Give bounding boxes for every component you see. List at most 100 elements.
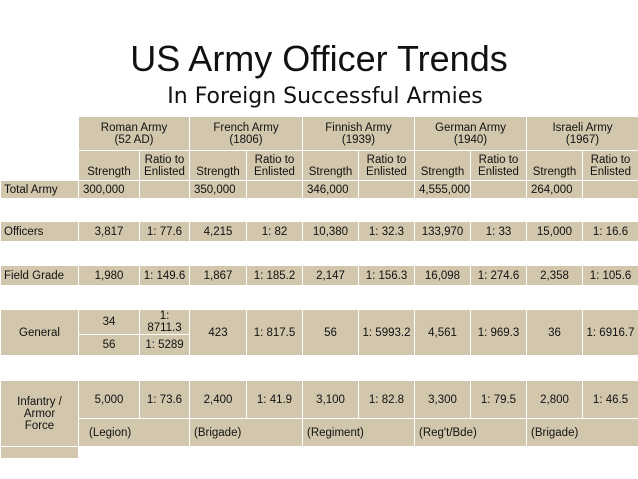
- cell: 1: 46.5: [581, 380, 638, 419]
- col-strength: Strength: [78, 150, 140, 181]
- cell-unit: (Legion): [78, 418, 190, 447]
- row-label: Infantry / Armor Force: [0, 380, 79, 447]
- col-strength: Strength: [414, 150, 471, 181]
- col-strength: Strength: [526, 150, 583, 181]
- cell: 56: [302, 309, 359, 356]
- cell: 1: 79.5: [470, 380, 527, 419]
- cell: 1: 82: [246, 221, 303, 242]
- cell: 1: 32.3: [358, 221, 415, 242]
- spacer: [0, 198, 638, 222]
- spacer: [0, 355, 638, 381]
- header-roman-army: Roman Army (52 AD): [78, 116, 190, 151]
- cell: 1: 274.6: [470, 265, 527, 286]
- cell: [581, 180, 638, 199]
- cell: 15,000: [526, 221, 583, 242]
- cell: 2,358: [526, 265, 583, 286]
- header-corner: [0, 116, 79, 151]
- army-name: Finnish Army: [325, 121, 392, 134]
- army-name: Israeli Army: [552, 121, 613, 134]
- army-header-row: Roman Army (52 AD) French Army (1806) Fi…: [0, 116, 638, 151]
- col-strength: Strength: [189, 150, 247, 181]
- officer-trends-table: Roman Army (52 AD) French Army (1806) Fi…: [0, 116, 638, 459]
- cell: 56: [78, 334, 140, 356]
- cell: 2,147: [302, 265, 359, 286]
- col-strength: Strength: [302, 150, 359, 181]
- cell: [470, 180, 527, 199]
- table-row-infantry: Infantry / Armor Force 5,000 1: 73.6 2,4…: [0, 380, 638, 447]
- spacer-row: [0, 285, 638, 310]
- spacer-row: [0, 355, 638, 381]
- cell: 350,000: [189, 180, 247, 199]
- cell: 16,098: [414, 265, 471, 286]
- cell: 1: 185.2: [246, 265, 303, 286]
- cell: [358, 180, 415, 199]
- page-subtitle: In Foreign Successful Armies: [167, 84, 483, 109]
- spacer: [0, 241, 638, 266]
- col-ratio: Ratio to Enlisted: [139, 150, 190, 181]
- army-period: (1939): [341, 133, 376, 146]
- cell: 34: [78, 309, 140, 335]
- header-finnish-army: Finnish Army (1939): [302, 116, 415, 151]
- spacer: [0, 285, 638, 310]
- cell: 5,000: [78, 380, 140, 419]
- table-row-total-army: Total Army 300,000 350,000 346,000 4,555…: [0, 180, 638, 199]
- cell: 1: 33: [470, 221, 527, 242]
- cell: 1,867: [189, 265, 247, 286]
- row-label: General: [0, 309, 79, 356]
- bottom-label-fill: [0, 446, 79, 459]
- cell: 4,215: [189, 221, 247, 242]
- cell: 300,000: [78, 180, 140, 199]
- cell: 1: 8711.3: [139, 309, 190, 335]
- cell: 1: 5993.2: [358, 309, 415, 356]
- cell: 1: 6916.7: [581, 309, 638, 356]
- table-row-field-grade: Field Grade 1,980 1: 149.6 1,867 1: 185.…: [0, 265, 638, 286]
- header-israeli-army: Israeli Army (1967): [525, 116, 638, 151]
- cell: [246, 180, 303, 199]
- spacer-row: [0, 241, 638, 266]
- cell: 1,980: [78, 265, 140, 286]
- cell-unit: (Brigade): [189, 418, 303, 447]
- col-ratio: Ratio to Enlisted: [358, 150, 415, 181]
- army-period: (1806): [229, 133, 263, 146]
- cell: 2,400: [189, 380, 247, 419]
- header-french-army: French Army (1806): [189, 116, 303, 151]
- table-row-officers: Officers 3,817 1: 77.6 4,215 1: 82 10,38…: [0, 221, 638, 242]
- cell: 10,380: [302, 221, 359, 242]
- cell: 1: 156.3: [358, 265, 415, 286]
- cell: 3,100: [302, 380, 359, 419]
- table-row-infantry-units: (Legion) (Brigade) (Regiment) (Reg't/Bde…: [1, 418, 638, 447]
- cell: 346,000: [302, 180, 359, 199]
- spacer-row: [0, 198, 638, 222]
- cell: 1: 73.6: [139, 380, 190, 419]
- cell: 1: 105.6: [581, 265, 638, 286]
- col-ratio: Ratio to Enlisted: [581, 150, 638, 181]
- cell: 1: 77.6: [139, 221, 190, 242]
- bottom-row: [0, 446, 638, 459]
- page-title: US Army Officer Trends: [130, 38, 508, 79]
- army-name: French Army: [213, 121, 279, 134]
- header-german-army: German Army (1940): [414, 116, 527, 151]
- cell: 1: 817.5: [246, 309, 303, 356]
- cell: [139, 180, 190, 199]
- cell: 2,800: [526, 380, 583, 419]
- cell: 3,817: [78, 221, 140, 242]
- col-ratio: Ratio to Enlisted: [246, 150, 303, 181]
- cell: 1: 5289: [139, 334, 190, 356]
- cell: 1: 82.8: [358, 380, 415, 419]
- cell: 1: 149.6: [139, 265, 190, 286]
- army-period: (52 AD): [114, 133, 154, 146]
- cell: 423: [189, 309, 247, 356]
- cell: 1: 969.3: [470, 309, 527, 356]
- cell: 1: 41.9: [246, 380, 303, 419]
- army-period: (1940): [453, 133, 488, 146]
- cell: 264,000: [526, 180, 583, 199]
- cell: 133,970: [414, 221, 471, 242]
- cell: 1: 16.6: [581, 221, 638, 242]
- table-row-general-sub: 56 1: 5289: [1, 334, 638, 356]
- table-row-general: General 34 1: 8711.3 423 1: 817.5 56 1: …: [0, 309, 638, 356]
- col-ratio: Ratio to Enlisted: [470, 150, 527, 181]
- row-label: Total Army: [0, 180, 79, 199]
- row-label: Field Grade: [0, 265, 79, 286]
- row-label-text: Infantry / Armor Force: [17, 395, 62, 432]
- army-name: German Army: [435, 121, 506, 134]
